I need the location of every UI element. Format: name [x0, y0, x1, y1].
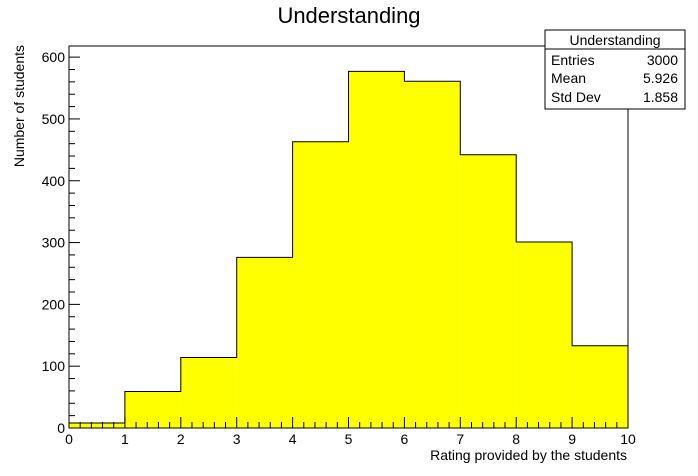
chart-title: Understanding [277, 3, 420, 28]
histogram-bar-9 [572, 345, 628, 428]
x-axis-label: Rating provided by the students [430, 447, 627, 463]
y-tick-label: 200 [42, 296, 66, 312]
y-tick-label: 100 [42, 358, 66, 374]
x-tick-label: 10 [620, 431, 636, 447]
histogram-outline [68, 70, 629, 428]
x-tick-label: 8 [512, 431, 520, 447]
stats-box-title: Understanding [569, 32, 660, 48]
histogram-bar-8 [516, 241, 573, 428]
histogram-bar-1 [124, 391, 181, 428]
stats-label-entries: Entries [551, 52, 595, 68]
stats-box: Understanding Entries 3000 Mean 5.926 St… [544, 29, 686, 110]
bars-layer [68, 70, 629, 429]
x-tick-label: 1 [121, 431, 129, 447]
y-tick-label: 600 [42, 49, 66, 65]
stats-value-mean: 5.926 [643, 70, 678, 86]
stats-value-stddev: 1.858 [643, 89, 678, 105]
histogram-bar-3 [236, 257, 293, 428]
x-tick-label: 6 [401, 431, 409, 447]
histogram-bar-4 [292, 141, 349, 428]
x-tick-label: 2 [177, 431, 185, 447]
stats-label-mean: Mean [551, 70, 586, 86]
stats-value-entries: 3000 [647, 52, 678, 68]
y-tick-label: 500 [42, 111, 66, 127]
y-tick-label: 0 [57, 420, 65, 436]
histogram-bar-2 [180, 357, 237, 428]
histogram-bar-5 [348, 71, 405, 428]
x-tick-label: 7 [456, 431, 464, 447]
x-tick-label: 9 [568, 431, 576, 447]
y-tick-label: 300 [42, 235, 66, 251]
histogram-bar-6 [404, 81, 461, 429]
y-tick-label: 400 [42, 173, 66, 189]
stats-label-stddev: Std Dev [551, 89, 601, 105]
x-tick-label: 5 [345, 431, 353, 447]
y-axis-label: Number of students [11, 45, 27, 167]
histogram-bar-7 [460, 154, 517, 428]
histogram-bar-0 [69, 423, 125, 428]
stats-box-frame [544, 29, 686, 110]
x-tick-label: 4 [289, 431, 297, 447]
x-tick-label: 0 [65, 431, 73, 447]
x-tick-label: 3 [233, 431, 241, 447]
